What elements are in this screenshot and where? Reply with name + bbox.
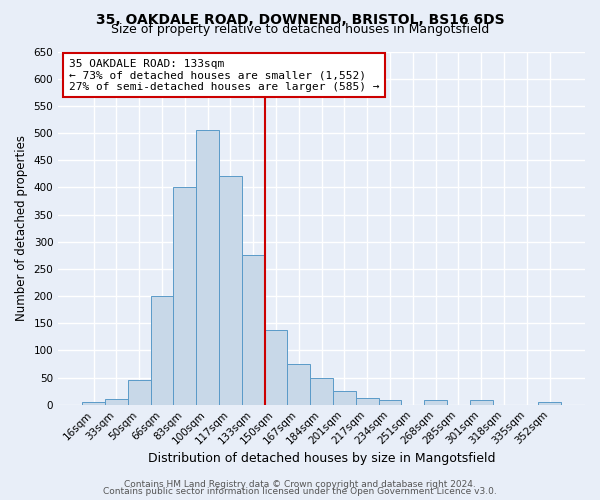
Bar — [310, 378, 333, 404]
Bar — [128, 380, 151, 404]
Bar — [538, 402, 561, 404]
X-axis label: Distribution of detached houses by size in Mangotsfield: Distribution of detached houses by size … — [148, 452, 496, 465]
Y-axis label: Number of detached properties: Number of detached properties — [15, 135, 28, 321]
Bar — [333, 391, 356, 404]
Bar — [173, 188, 196, 404]
Bar — [242, 256, 265, 404]
Bar — [151, 296, 173, 405]
Text: 35 OAKDALE ROAD: 133sqm
← 73% of detached houses are smaller (1,552)
27% of semi: 35 OAKDALE ROAD: 133sqm ← 73% of detache… — [69, 58, 379, 92]
Text: Size of property relative to detached houses in Mangotsfield: Size of property relative to detached ho… — [111, 22, 489, 36]
Bar — [287, 364, 310, 405]
Text: Contains HM Land Registry data © Crown copyright and database right 2024.: Contains HM Land Registry data © Crown c… — [124, 480, 476, 489]
Bar — [379, 400, 401, 404]
Bar — [196, 130, 219, 404]
Bar — [424, 400, 447, 404]
Bar — [470, 400, 493, 404]
Text: Contains public sector information licensed under the Open Government Licence v3: Contains public sector information licen… — [103, 487, 497, 496]
Bar — [265, 330, 287, 404]
Text: 35, OAKDALE ROAD, DOWNEND, BRISTOL, BS16 6DS: 35, OAKDALE ROAD, DOWNEND, BRISTOL, BS16… — [95, 12, 505, 26]
Bar — [356, 398, 379, 404]
Bar — [105, 400, 128, 404]
Bar — [219, 176, 242, 404]
Bar — [82, 402, 105, 404]
